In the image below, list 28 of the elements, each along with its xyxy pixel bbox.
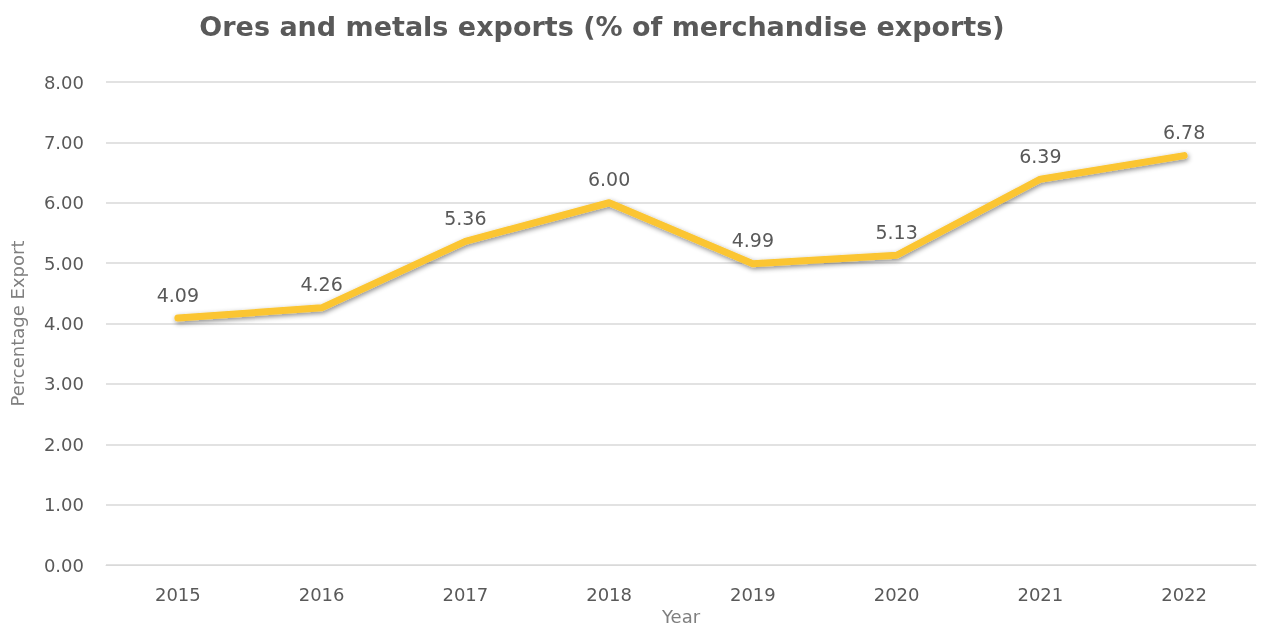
y-tick-label: 1.00 [43,494,84,516]
data-label: 4.99 [731,229,775,252]
data-label: 5.13 [875,220,918,243]
y-tick-label: 8.00 [43,71,84,93]
x-tick-label: 2022 [1161,583,1208,605]
data-label: 5.36 [444,206,487,229]
x-tick-label: 2018 [586,583,633,605]
x-tick-label: 2019 [729,583,776,605]
x-tick-label: 2016 [298,583,345,605]
x-tick-label: 2020 [873,583,920,605]
y-tick-label: 0.00 [43,554,84,576]
x-tick-label: 2015 [154,583,201,605]
x-tick-label: 2017 [442,583,489,605]
data-label: 6.00 [587,168,631,191]
data-label: 4.26 [300,273,343,296]
data-label: 6.39 [1019,144,1062,167]
y-tick-label: 6.00 [43,192,84,214]
y-tick-label: 2.00 [43,433,84,455]
y-tick-label: 4.00 [43,313,84,334]
y-axis-title: Percentage Export [6,240,28,407]
y-tick-label: 7.00 [43,131,84,153]
x-axis-title: Year [660,606,701,628]
y-tick-label: 3.00 [43,373,84,395]
chart-title: Ores and metals exports (% of merchandise exports) [199,11,1005,42]
y-tick-label: 5.00 [43,252,84,274]
data-label: 4.09 [156,283,200,306]
data-label: 6.78 [1162,121,1206,144]
x-tick-label: 2021 [1017,583,1064,605]
